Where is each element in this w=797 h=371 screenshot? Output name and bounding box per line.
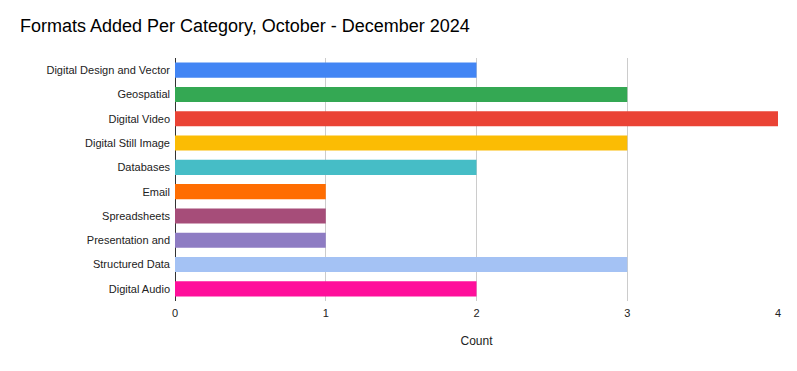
svg-text:Digital Still Image: Digital Still Image — [85, 137, 170, 149]
svg-text:Count: Count — [460, 334, 493, 348]
svg-text:Structured Data: Structured Data — [93, 258, 171, 270]
svg-text:Digital Design and Vector: Digital Design and Vector — [46, 64, 170, 76]
svg-text:0: 0 — [172, 307, 178, 319]
svg-text:1: 1 — [323, 307, 329, 319]
svg-text:Digital Video: Digital Video — [108, 113, 170, 125]
svg-text:Formats Added Per Category, Oc: Formats Added Per Category, October - De… — [20, 16, 470, 36]
svg-text:Spreadsheets: Spreadsheets — [102, 210, 170, 222]
svg-text:Email: Email — [142, 186, 170, 198]
svg-text:2: 2 — [473, 307, 479, 319]
svg-text:3: 3 — [624, 307, 630, 319]
svg-text:Digital Audio: Digital Audio — [109, 283, 170, 295]
svg-text:4: 4 — [775, 307, 781, 319]
svg-text:Databases: Databases — [117, 161, 170, 173]
svg-text:Presentation and: Presentation and — [87, 234, 170, 246]
svg-text:Geospatial: Geospatial — [117, 88, 170, 100]
